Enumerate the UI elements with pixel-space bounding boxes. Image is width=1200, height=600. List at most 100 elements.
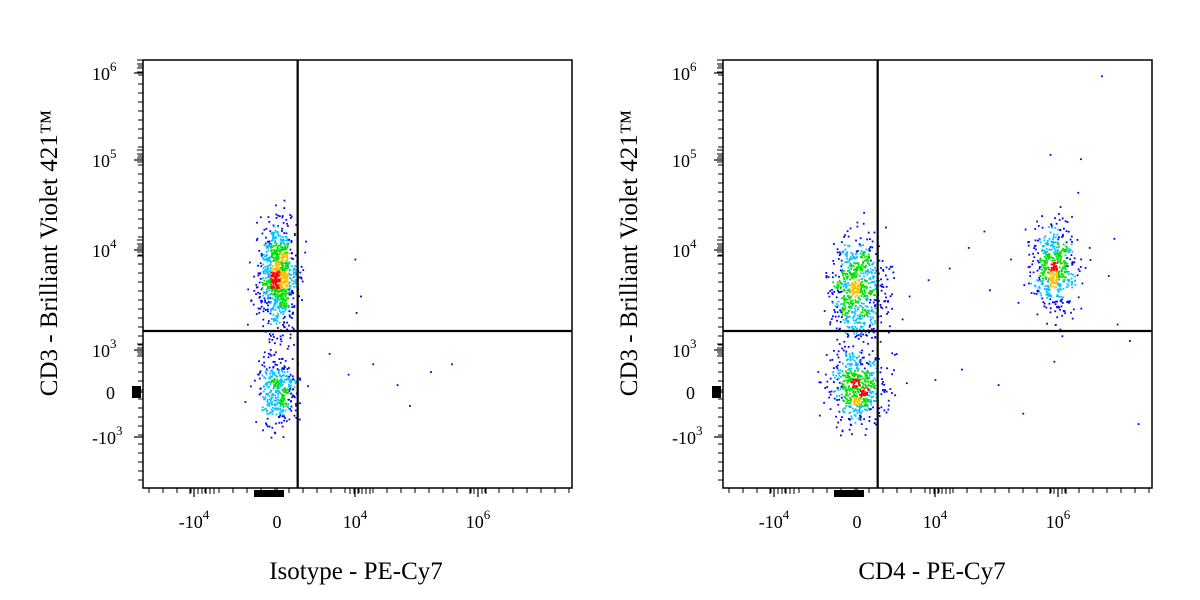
event-dot [268, 242, 271, 245]
event-dot [845, 312, 847, 314]
event-dot [868, 248, 871, 250]
event-dot [1045, 257, 1048, 260]
event-dot [285, 302, 288, 305]
event-dot [853, 273, 856, 276]
event-dot [1037, 239, 1039, 242]
event-dot [871, 272, 873, 275]
event-dot [266, 302, 268, 305]
event-dot [868, 420, 871, 422]
event-dot [853, 373, 856, 376]
event-dot [1076, 239, 1079, 241]
event-dot [1056, 257, 1059, 260]
event-dot [869, 388, 871, 391]
event-dot [292, 276, 295, 279]
event-dot [280, 259, 283, 262]
event-dot [826, 386, 828, 388]
event-dot [294, 254, 297, 257]
x-axis-ticks: -104 0 104 106 [148, 488, 570, 532]
event-dot [292, 378, 295, 380]
event-dot [272, 336, 275, 338]
event-dot [845, 319, 848, 321]
event-dot [267, 402, 269, 405]
event-dot [258, 360, 260, 363]
event-dot [268, 276, 271, 279]
event-dot [855, 409, 857, 412]
event-dot [853, 276, 856, 279]
event-dot [278, 274, 280, 277]
event-dot [1042, 274, 1044, 277]
event-dot [830, 318, 833, 320]
event-dot [843, 280, 846, 283]
event-dot [1049, 282, 1052, 285]
event-dot [870, 381, 873, 384]
event-dot [277, 383, 279, 386]
event-dot [1036, 259, 1039, 262]
event-dot [839, 309, 841, 312]
event-dot [298, 276, 301, 279]
event-dot [817, 371, 820, 373]
event-dot [836, 338, 839, 341]
event-dot [287, 407, 290, 410]
event-dot [290, 405, 293, 408]
event-dot [857, 322, 860, 324]
event-dot [860, 387, 863, 389]
event-dot [1053, 262, 1056, 265]
event-dot [273, 237, 276, 240]
event-dot [262, 318, 265, 321]
event-dot [287, 383, 290, 386]
event-dot [266, 409, 268, 412]
event-dot [286, 275, 289, 278]
event-dot [1028, 253, 1031, 256]
event-dot [1058, 274, 1061, 276]
event-dot [261, 374, 264, 377]
event-dot [837, 291, 840, 294]
event-dot [280, 306, 283, 308]
event-dot [278, 215, 281, 218]
event-dot [845, 283, 848, 286]
event-dot [1059, 206, 1062, 208]
event-dot [847, 302, 850, 304]
event-dot [850, 399, 853, 401]
event-dot [1052, 266, 1054, 269]
event-dot [867, 380, 869, 383]
event-dot [862, 394, 864, 397]
event-dot [268, 289, 270, 292]
event-dot [280, 382, 282, 385]
event-dot [880, 267, 882, 269]
event-dot [258, 393, 261, 396]
event-dot [874, 283, 876, 286]
event-dot [252, 303, 255, 306]
event-dot [844, 307, 847, 310]
event-dot [274, 253, 277, 255]
event-dot [858, 360, 861, 363]
event-dot [266, 291, 268, 293]
event-dot [292, 328, 295, 330]
event-dot [282, 246, 284, 249]
event-dot [887, 408, 890, 411]
event-dot [283, 242, 285, 245]
event-dot [274, 397, 277, 399]
event-dot [846, 392, 849, 394]
event-dot [1055, 277, 1058, 280]
event-dot [262, 396, 264, 399]
event-dot [271, 403, 273, 406]
event-dot [259, 272, 261, 275]
event-dot [287, 310, 290, 313]
event-dot [1061, 273, 1064, 276]
event-dot [856, 256, 858, 258]
event-dot [276, 364, 278, 366]
event-dot [262, 257, 264, 259]
event-dot [289, 387, 291, 390]
event-dot [291, 252, 293, 254]
event-dot [844, 386, 847, 389]
event-dot [286, 255, 288, 258]
event-dot [1051, 241, 1053, 244]
event-dot [283, 303, 286, 306]
event-dot [276, 284, 279, 287]
event-dot [267, 275, 270, 277]
event-dot [843, 385, 846, 388]
event-dot [867, 250, 870, 252]
event-dot [858, 321, 861, 323]
event-dot [1045, 253, 1047, 255]
event-dot [1053, 264, 1056, 267]
